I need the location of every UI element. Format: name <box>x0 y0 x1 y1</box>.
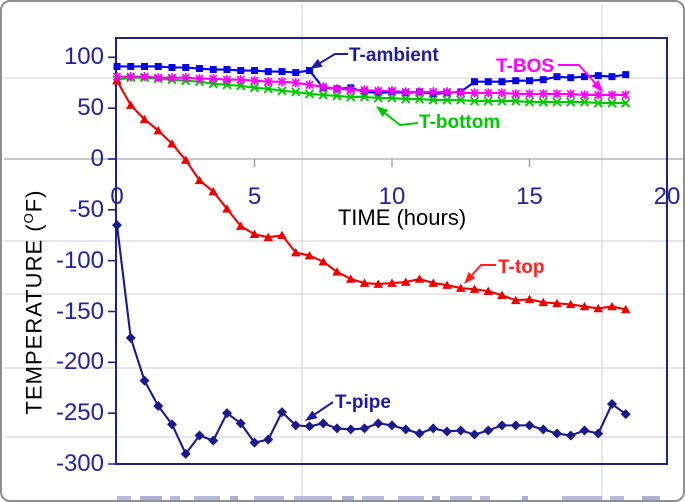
series-T-pipe <box>112 220 631 459</box>
y-tick-label: -50 <box>69 195 104 223</box>
annotation-t-pipe: T-pipe <box>335 392 391 413</box>
series-T-BOS <box>112 72 630 100</box>
x-tick-label: 10 <box>378 183 406 210</box>
clipped-text-fragments <box>2 496 683 500</box>
annotation-t-bos: T-BOS <box>496 56 555 77</box>
y-tick-label: -300 <box>55 450 104 477</box>
y-tick-label: -200 <box>55 348 104 376</box>
y-tick-label: 0 <box>90 145 104 172</box>
category-axis <box>4 158 683 167</box>
y-tick-label: 50 <box>77 94 104 122</box>
y-tick-label: -150 <box>55 297 104 325</box>
annotation-t-top: T-top <box>498 257 545 278</box>
annotation-t-bottom: T-bottom <box>419 112 501 133</box>
x-tick-label: 20 <box>653 183 681 210</box>
x-tick-label: 15 <box>516 183 543 210</box>
x-axis-title: TIME (hours) <box>337 205 467 230</box>
series-T-top <box>112 76 631 314</box>
y-tick-label: -100 <box>55 246 104 274</box>
value-axis-ticks <box>108 56 116 465</box>
y-tick-label: 100 <box>63 43 104 71</box>
plot-border <box>115 37 668 465</box>
annotation-arrows <box>305 53 603 421</box>
y-tick-label: -250 <box>55 399 104 427</box>
x-tick-label: 0 <box>110 183 124 210</box>
annotation-t-ambient: T-ambient <box>349 45 439 66</box>
x-tick-label: 5 <box>247 183 262 210</box>
